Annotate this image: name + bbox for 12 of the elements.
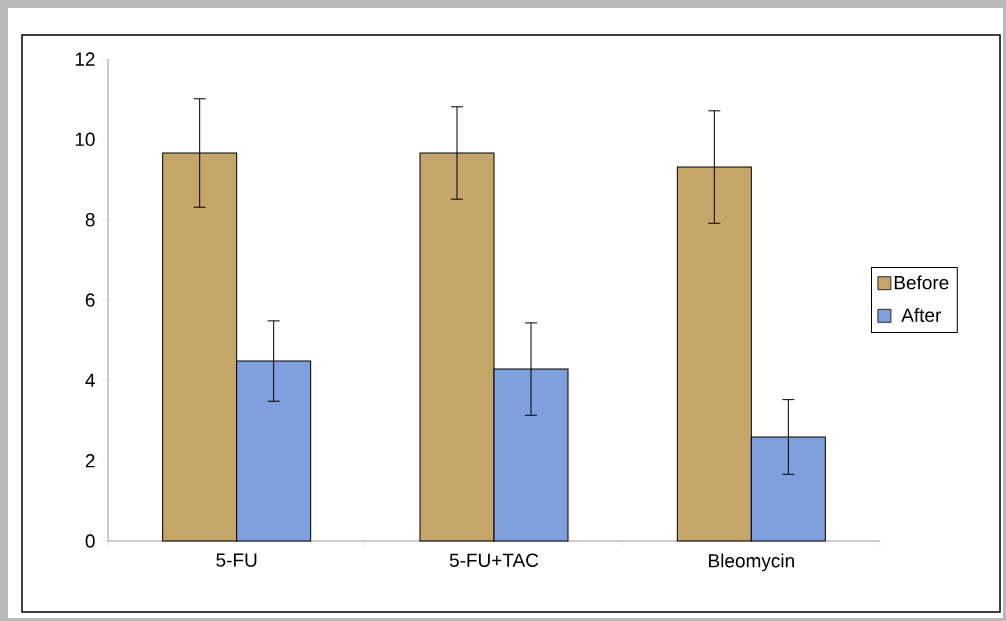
y-tick-label: 8 — [85, 212, 95, 227]
x-tick-label: 5-FU — [216, 553, 257, 567]
y-tick-label: 12 — [75, 52, 95, 66]
y-tick-label: 4 — [85, 373, 95, 387]
x-tick-label: 5-FU+TAC — [449, 553, 539, 567]
y-tick-label: 0 — [85, 534, 95, 548]
y-tick-label: 10 — [75, 132, 95, 147]
legend-label: After — [901, 308, 942, 322]
y-tick-label: 6 — [85, 293, 95, 307]
y-tick-label: 2 — [85, 454, 95, 468]
legend-label: Before — [894, 275, 949, 290]
x-tick-label: Bleomycin — [709, 553, 794, 572]
